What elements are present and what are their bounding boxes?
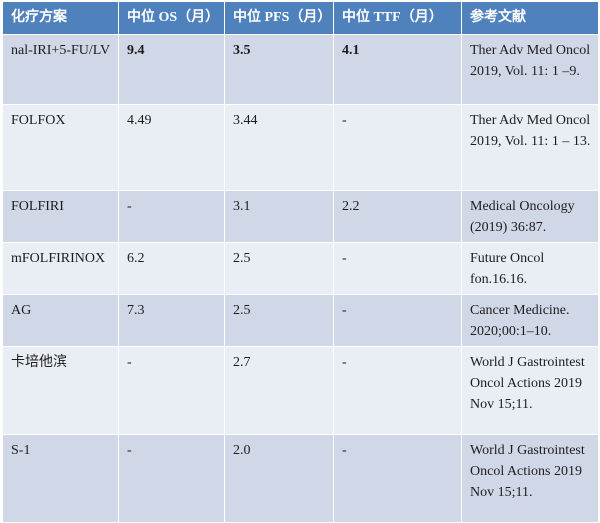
header-median-pfs: 中位 PFS（月）	[224, 1, 334, 35]
table-row: S-1 - 2.0 - World J Gastrointest Oncol A…	[2, 434, 599, 523]
table-header-row: 化疗方案 中位 OS（月） 中位 PFS（月） 中位 TTF（月） 参考文献	[2, 1, 599, 35]
cell-pfs: 2.5	[224, 294, 334, 347]
cell-os: 4.49	[118, 104, 225, 191]
table-row: AG 7.3 2.5 - Cancer Medicine. 2020;00:1–…	[2, 294, 599, 347]
cell-regimen: FOLFOX	[2, 104, 119, 191]
cell-regimen: FOLFIRI	[2, 190, 119, 243]
cell-pfs: 3.5	[224, 34, 334, 105]
cell-reference: World J Gastrointest Oncol Actions 2019 …	[461, 346, 599, 435]
cell-reference: Ther Adv Med Oncol 2019, Vol. 11: 1 –9.	[461, 34, 599, 105]
cell-os: 7.3	[118, 294, 225, 347]
cell-os: -	[118, 190, 225, 243]
table-row: mFOLFIRINOX 6.2 2.5 - Future Oncol fon.1…	[2, 242, 599, 295]
cell-ttf: -	[333, 104, 462, 191]
cell-ttf: -	[333, 434, 462, 523]
cell-regimen: S-1	[2, 434, 119, 523]
cell-ttf: -	[333, 294, 462, 347]
cell-reference: World J Gastrointest Oncol Actions 2019 …	[461, 434, 599, 523]
cell-ttf: 2.2	[333, 190, 462, 243]
cell-pfs: 3.44	[224, 104, 334, 191]
cell-ttf: -	[333, 242, 462, 295]
cell-pfs: 2.5	[224, 242, 334, 295]
header-median-os: 中位 OS（月）	[118, 1, 225, 35]
cell-reference: Future Oncol fon.16.16.	[461, 242, 599, 295]
cell-os: -	[118, 434, 225, 523]
cell-regimen: AG	[2, 294, 119, 347]
cell-reference: Cancer Medicine. 2020;00:1–10.	[461, 294, 599, 347]
cell-os: 6.2	[118, 242, 225, 295]
cell-os: -	[118, 346, 225, 435]
cell-reference: Ther Adv Med Oncol 2019, Vol. 11: 1 – 13…	[461, 104, 599, 191]
header-regimen: 化疗方案	[2, 1, 119, 35]
cell-regimen: mFOLFIRINOX	[2, 242, 119, 295]
header-reference: 参考文献	[461, 1, 599, 35]
cell-pfs: 2.0	[224, 434, 334, 523]
table-row: FOLFOX 4.49 3.44 - Ther Adv Med Oncol 20…	[2, 104, 599, 191]
table-row: FOLFIRI - 3.1 2.2 Medical Oncology (2019…	[2, 190, 599, 243]
cell-pfs: 3.1	[224, 190, 334, 243]
cell-pfs: 2.7	[224, 346, 334, 435]
table-row: nal-IRI+5-FU/LV 9.4 3.5 4.1 Ther Adv Med…	[2, 34, 599, 105]
cell-ttf: 4.1	[333, 34, 462, 105]
cell-os: 9.4	[118, 34, 225, 105]
cell-regimen: nal-IRI+5-FU/LV	[2, 34, 119, 105]
header-median-ttf: 中位 TTF（月）	[333, 1, 462, 35]
cell-reference: Medical Oncology (2019) 36:87.	[461, 190, 599, 243]
table-row: 卡培他滨 - 2.7 - World J Gastrointest Oncol …	[2, 346, 599, 435]
cell-regimen: 卡培他滨	[2, 346, 119, 435]
cell-ttf: -	[333, 346, 462, 435]
